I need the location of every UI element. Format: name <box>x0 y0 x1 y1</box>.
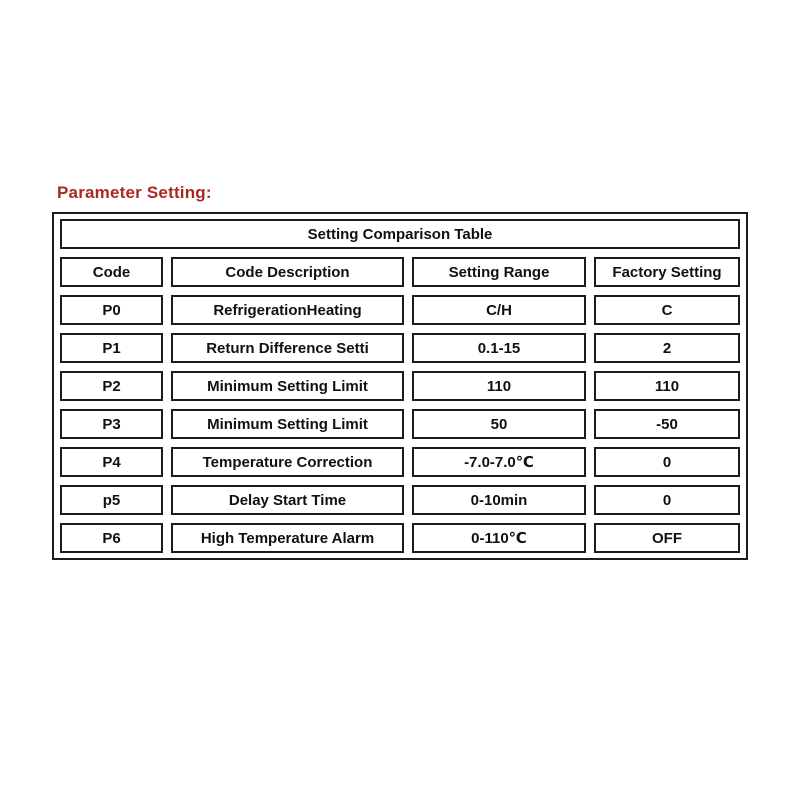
table-title-row: Setting Comparison Table <box>60 219 740 249</box>
cell-description: RefrigerationHeating <box>171 295 404 325</box>
cell-factory: 2 <box>594 333 740 363</box>
cell-code: P6 <box>60 523 163 553</box>
cell-factory: 110 <box>594 371 740 401</box>
cell-range: 110 <box>412 371 586 401</box>
setting-comparison-table: Setting Comparison Table Code Code Descri… <box>52 212 748 560</box>
cell-description: High Temperature Alarm <box>171 523 404 553</box>
table-row: P1 Return Difference Setti 0.1-15 2 <box>60 333 740 363</box>
table-row: P0 RefrigerationHeating C/H C <box>60 295 740 325</box>
cell-range: 0.1-15 <box>412 333 586 363</box>
column-header-description: Code Description <box>171 257 404 287</box>
cell-range: 0-110℃ <box>412 523 586 553</box>
column-header-range: Setting Range <box>412 257 586 287</box>
cell-code: P0 <box>60 295 163 325</box>
cell-factory: 0 <box>594 447 740 477</box>
table-title: Setting Comparison Table <box>60 219 740 249</box>
cell-range: -7.0-7.0℃ <box>412 447 586 477</box>
table-row: P6 High Temperature Alarm 0-110℃ OFF <box>60 523 740 553</box>
table-header-row: Code Code Description Setting Range Factory… <box>60 257 740 287</box>
cell-range: C/H <box>412 295 586 325</box>
table-row: P2 Minimum Setting Limit 110 110 <box>60 371 740 401</box>
table-row: P3 Minimum Setting Limit 50 -50 <box>60 409 740 439</box>
cell-factory: -50 <box>594 409 740 439</box>
column-header-factory: Factory Setting <box>594 257 740 287</box>
cell-range: 0-10min <box>412 485 586 515</box>
cell-code: p5 <box>60 485 163 515</box>
cell-code: P4 <box>60 447 163 477</box>
table-row: p5 Delay Start Time 0-10min 0 <box>60 485 740 515</box>
cell-code: P2 <box>60 371 163 401</box>
table-row: P4 Temperature Correction -7.0-7.0℃ 0 <box>60 447 740 477</box>
cell-factory: C <box>594 295 740 325</box>
cell-description: Temperature Correction <box>171 447 404 477</box>
cell-range: 50 <box>412 409 586 439</box>
cell-factory: 0 <box>594 485 740 515</box>
cell-description: Minimum Setting Limit <box>171 371 404 401</box>
cell-description: Delay Start Time <box>171 485 404 515</box>
cell-description: Return Difference Setti <box>171 333 404 363</box>
cell-code: P1 <box>60 333 163 363</box>
cell-description: Minimum Setting Limit <box>171 409 404 439</box>
cell-code: P3 <box>60 409 163 439</box>
cell-factory: OFF <box>594 523 740 553</box>
page-title: Parameter Setting: <box>57 183 212 202</box>
column-header-code: Code <box>60 257 163 287</box>
